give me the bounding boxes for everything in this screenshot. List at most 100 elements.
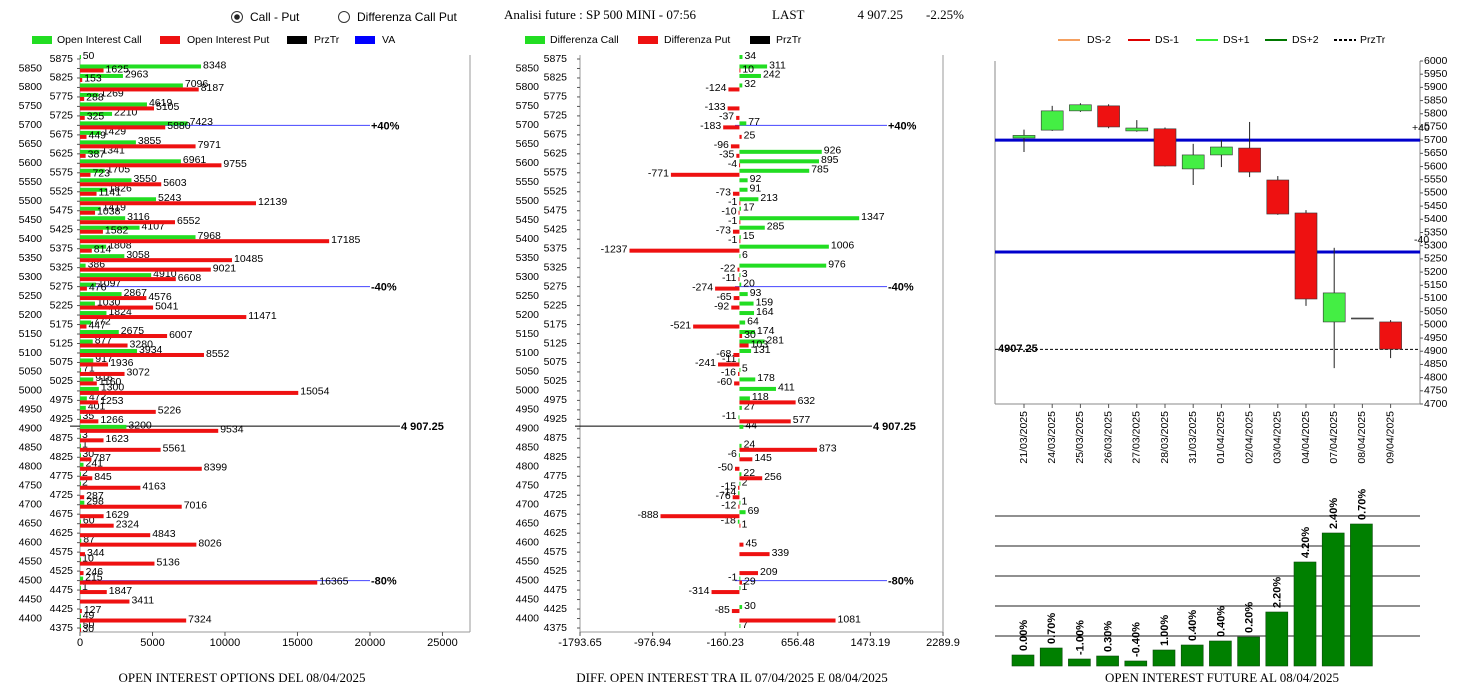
y-tick-label: 4975 (50, 394, 74, 406)
value-label: 873 (819, 443, 837, 455)
y-tick-label: 4650 (516, 517, 540, 529)
value-label: 25 (744, 130, 756, 142)
y-tick-label: 5800 (19, 81, 43, 93)
value-label: 3411 (131, 594, 154, 606)
bar (80, 377, 94, 382)
option-label[interactable]: Call - Put (250, 10, 300, 24)
bar (739, 206, 741, 211)
value-label: 577 (793, 414, 811, 426)
value-label: -1 (728, 571, 737, 583)
bar (80, 495, 85, 500)
radio-button[interactable] (338, 11, 350, 23)
value-label: 1253 (100, 395, 124, 407)
bar (739, 149, 822, 154)
bar (80, 386, 99, 391)
x-tick-label: 25000 (427, 637, 458, 649)
radio-dot (234, 14, 240, 20)
bar (739, 220, 741, 225)
value-label: 9534 (220, 424, 244, 436)
y-tick-label: 5250 (1424, 253, 1448, 265)
value-label: 5105 (156, 101, 180, 113)
value-label: 87 (83, 533, 95, 545)
y-tick-label: 5225 (50, 299, 74, 311)
bar (739, 73, 761, 78)
y-tick-label: 5175 (544, 318, 568, 330)
y-tick-label: 5875 (544, 53, 568, 65)
legend-label: Open Interest Call (57, 34, 142, 46)
reference-label: +40 (1412, 122, 1430, 134)
y-tick-label: 5650 (516, 138, 540, 150)
value-label: 1 (742, 518, 748, 530)
bar (80, 140, 136, 145)
y-tick-label: 4875 (544, 432, 568, 444)
value-label: 3 (82, 429, 88, 441)
bar (733, 352, 740, 357)
bar (739, 55, 743, 59)
y-tick-label: 5000 (516, 385, 540, 397)
x-tick-label: 04/04/2025 (1300, 411, 1312, 464)
y-tick-label: 5825 (544, 72, 568, 84)
option-label[interactable]: Differenza Call Put (357, 10, 457, 24)
reference-label: +40% (888, 120, 917, 132)
value-label: 7968 (198, 230, 222, 242)
value-label: 159 (756, 296, 774, 308)
value-label: -1 (728, 196, 737, 208)
value-label: 7096 (185, 78, 209, 90)
bar (739, 163, 741, 168)
y-tick-label: 4900 (1424, 345, 1448, 357)
bar (80, 538, 82, 543)
value-label: 1300 (101, 382, 125, 394)
y-tick-label: 5375 (544, 242, 568, 254)
value-label: 785 (811, 164, 829, 176)
value-label: 2867 (124, 287, 148, 299)
value-label: 447 (88, 319, 106, 331)
value-label: 2 (742, 477, 748, 489)
legend-label: PrzTr (776, 34, 802, 46)
bar (80, 296, 147, 301)
y-tick-label: 4775 (544, 470, 568, 482)
bar (80, 197, 157, 202)
bar (739, 134, 742, 139)
y-tick-label: 4475 (544, 584, 568, 596)
bar (739, 580, 743, 585)
x-tick-label: 20000 (355, 637, 386, 649)
y-tick-label: 5425 (544, 223, 568, 235)
x-tick-label: 08/04/2025 (1356, 411, 1368, 464)
value-label: 118 (752, 391, 769, 403)
bar-label: 1.00% (1159, 615, 1171, 646)
bar (80, 201, 256, 206)
y-tick-label: 5525 (544, 186, 568, 198)
bar (80, 244, 107, 249)
bar (739, 396, 750, 401)
y-tick-label: 5750 (1424, 121, 1448, 133)
bar (80, 624, 81, 628)
y-tick-label: 4375 (50, 622, 74, 634)
x-tick-label: 0 (77, 637, 83, 649)
bar (80, 320, 92, 325)
y-tick-label: 4450 (516, 593, 540, 605)
bar (629, 248, 740, 253)
y-tick-label: 5250 (516, 290, 540, 302)
bar (80, 68, 104, 73)
bar-label: 0.20% (1244, 602, 1256, 633)
value-label: -4 (728, 158, 737, 170)
y-tick-label: 4900 (19, 423, 43, 435)
bar (739, 405, 742, 410)
value-label: 174 (757, 325, 775, 337)
bar (1321, 532, 1345, 667)
value-label: -50 (718, 462, 733, 474)
y-tick-label: 5850 (1424, 94, 1448, 106)
y-tick-label: 4425 (50, 603, 74, 615)
y-tick-label: 4750 (516, 480, 540, 492)
bar (80, 415, 81, 420)
y-tick-label: 5200 (516, 309, 540, 321)
value-label: 3072 (127, 367, 151, 379)
value-label: -22 (720, 262, 735, 274)
y-tick-label: 5775 (50, 91, 74, 103)
y-tick-label: 4750 (19, 480, 43, 492)
y-tick-label: 4850 (516, 442, 540, 454)
x-tick-label: -160.23 (707, 637, 744, 649)
x-tick-label: 09/04/2025 (1384, 411, 1396, 464)
value-label: 1266 (100, 414, 124, 426)
value-label: 103 (751, 338, 769, 350)
